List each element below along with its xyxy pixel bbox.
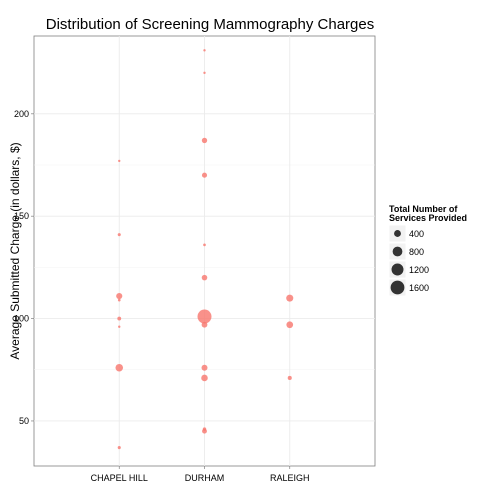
- legend-key-label: 1200: [409, 265, 429, 275]
- data-point: [201, 321, 208, 328]
- data-point: [117, 233, 121, 237]
- legend-key-symbol: [394, 230, 401, 237]
- x-tick-label: DURHAM: [185, 473, 225, 483]
- legend-key-label: 400: [409, 229, 424, 239]
- legend-key-symbol: [390, 280, 405, 295]
- x-tick-label: RALEIGH: [270, 473, 310, 483]
- legend-key-symbol: [392, 246, 403, 257]
- data-point: [286, 294, 294, 302]
- data-point: [203, 49, 206, 52]
- data-point: [118, 325, 121, 328]
- legend-key-label: 800: [409, 247, 424, 257]
- x-tick-label: CHAPEL HILL: [91, 473, 148, 483]
- data-point: [117, 446, 121, 450]
- y-axis-title: Average Submitted Charge (in dollars, $): [8, 142, 22, 359]
- chart-title: Distribution of Screening Mammography Ch…: [46, 16, 374, 33]
- data-point: [203, 71, 206, 75]
- size-legend: Total Number of Services Provided 400 800…: [388, 204, 467, 297]
- legend-key-label: 1600: [409, 283, 429, 293]
- data-point: [117, 316, 122, 321]
- data-point: [115, 363, 124, 372]
- data-point: [286, 321, 294, 329]
- y-tick-label: 50: [19, 416, 29, 426]
- data-point: [201, 274, 208, 281]
- x-axis-ticks: CHAPEL HILL DURHAM RALEIGH: [91, 466, 310, 483]
- data-point: [202, 428, 207, 434]
- legend-title-line1: Total Number of: [389, 204, 458, 214]
- data-point: [203, 243, 206, 247]
- gridlines: [34, 36, 375, 466]
- data-point: [197, 309, 212, 324]
- data-point: [201, 172, 208, 178]
- data-point: [201, 374, 208, 382]
- y-axis-ticks: 50 100 150 200: [14, 109, 34, 426]
- data-point: [116, 292, 123, 300]
- data-point: [118, 159, 121, 163]
- y-tick-label: 100: [14, 314, 29, 324]
- data-points: [115, 49, 294, 450]
- data-point: [117, 298, 121, 302]
- y-tick-label: 150: [14, 211, 29, 221]
- data-point: [287, 375, 292, 380]
- legend-title-line2: Services Provided: [389, 213, 467, 223]
- y-tick-label: 200: [14, 109, 29, 119]
- legend-key-symbol: [391, 263, 404, 276]
- data-point: [201, 137, 208, 144]
- data-point: [201, 364, 208, 371]
